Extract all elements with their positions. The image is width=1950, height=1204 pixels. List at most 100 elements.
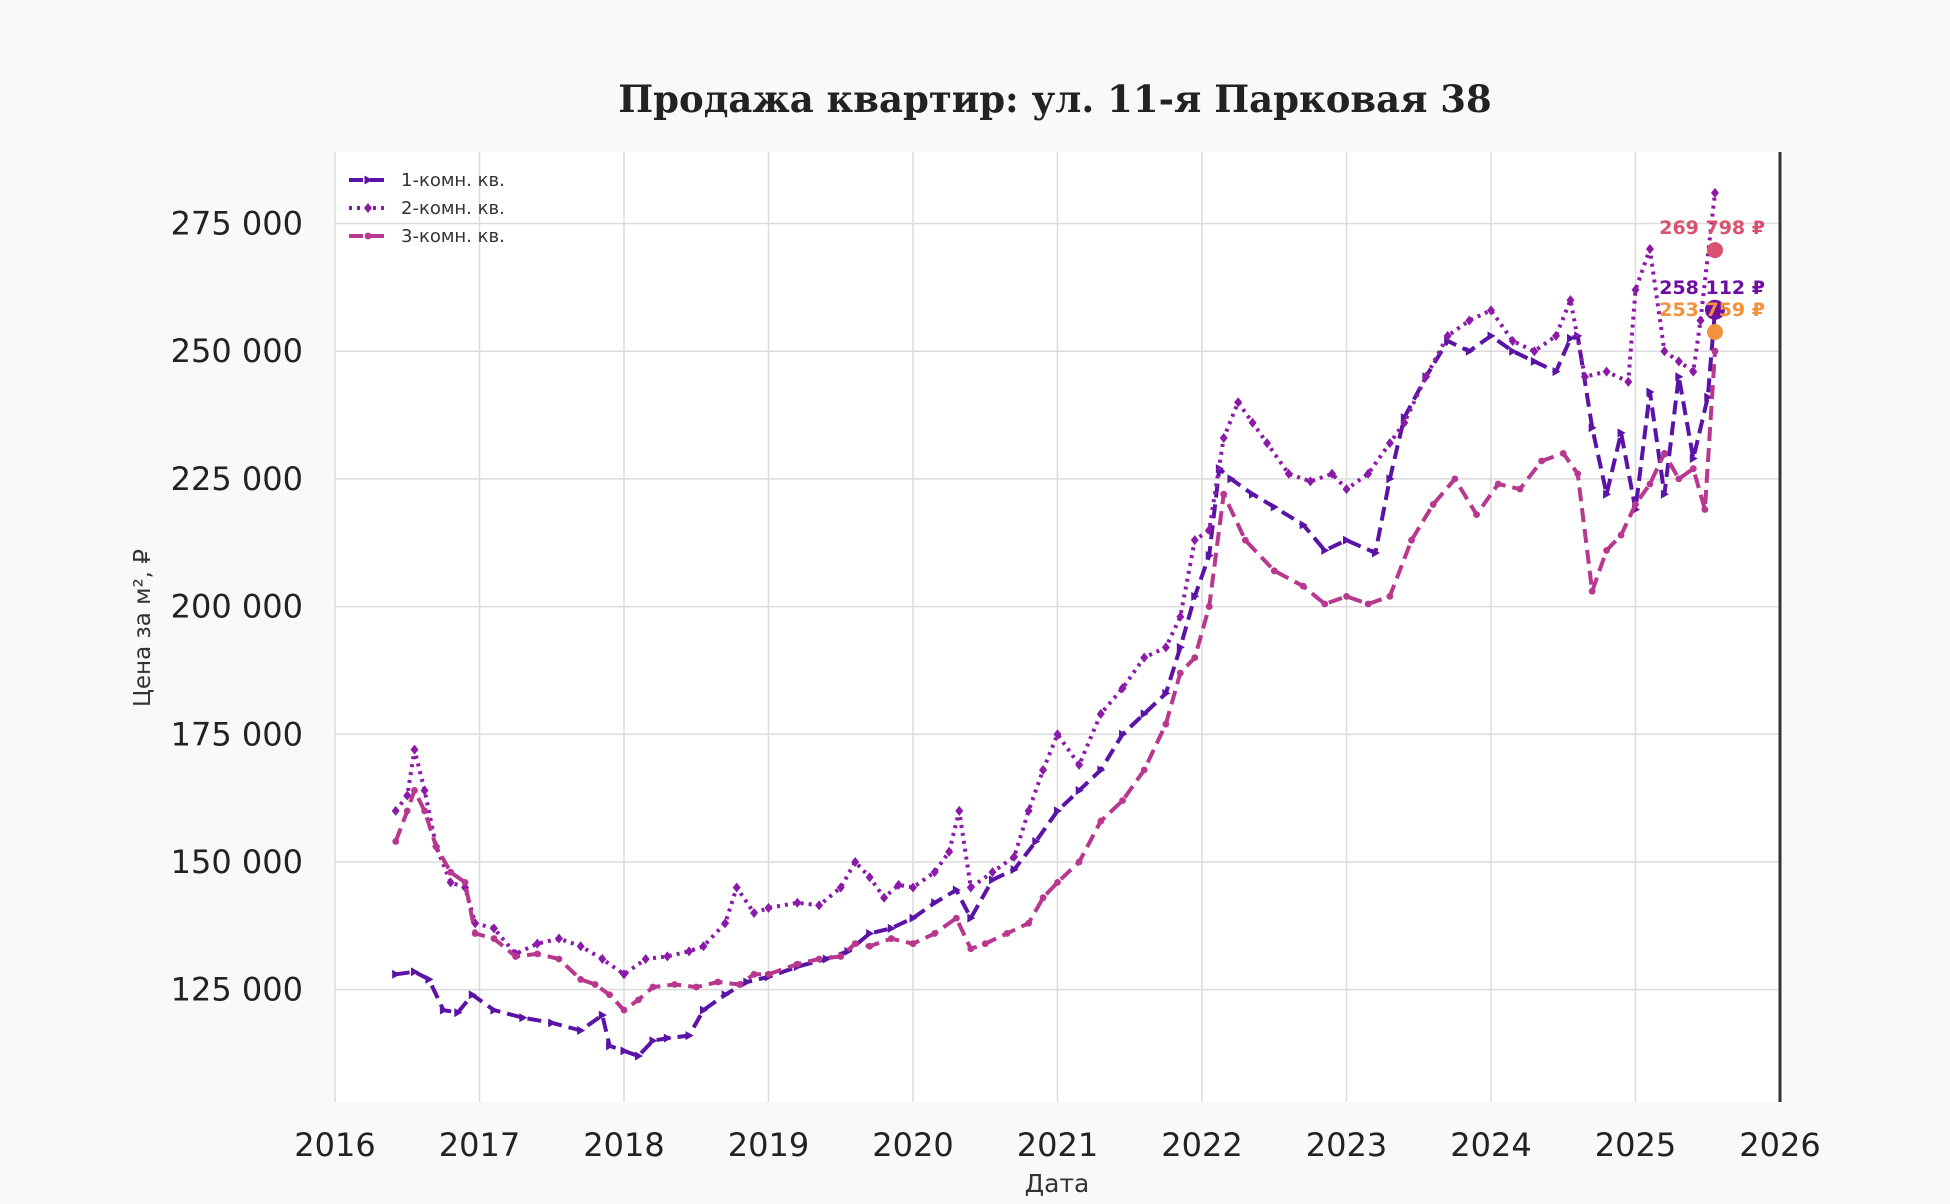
- data-point: [1284, 468, 1293, 479]
- y-tick-label: 125 000: [171, 971, 303, 1009]
- end-marker-label: 269 798 ₽: [1659, 217, 1765, 239]
- data-point: [815, 900, 824, 911]
- data-point: [1552, 330, 1561, 341]
- data-point: [1508, 335, 1517, 346]
- data-point: [1054, 878, 1061, 886]
- data-point: [721, 918, 730, 929]
- data-point: [533, 938, 542, 949]
- end-marker-dot: [1706, 242, 1723, 259]
- data-point: [1386, 592, 1394, 600]
- data-point: [468, 990, 477, 1000]
- data-point: [1530, 356, 1539, 366]
- series-1-group: [392, 305, 1720, 1061]
- data-point: [490, 935, 498, 942]
- data-point: [1559, 449, 1567, 457]
- data-point: [952, 885, 961, 895]
- data-point: [815, 955, 823, 963]
- data-point: [1270, 502, 1279, 512]
- y-tick-label: 150 000: [171, 843, 303, 881]
- data-point: [1661, 449, 1668, 457]
- x-tick-label: 2020: [872, 1126, 953, 1164]
- data-point: [1321, 600, 1329, 608]
- data-point: [1096, 708, 1105, 719]
- data-point: [1032, 837, 1041, 847]
- data-point: [794, 960, 801, 968]
- x-tick-label: 2018: [583, 1126, 664, 1164]
- data-point: [699, 1005, 708, 1015]
- data-point: [1451, 475, 1459, 483]
- data-point: [392, 838, 400, 845]
- data-point: [1645, 244, 1654, 255]
- data-point: [793, 897, 802, 908]
- data-point: [1538, 457, 1545, 465]
- data-point: [1010, 865, 1019, 875]
- data-point: [765, 970, 772, 978]
- data-point: [1234, 397, 1243, 408]
- data-point: [1617, 428, 1626, 438]
- data-point: [1306, 476, 1315, 487]
- end-marker-dot: [1704, 299, 1725, 320]
- data-point: [489, 923, 498, 934]
- data-point: [685, 1031, 694, 1041]
- data-point: [887, 923, 896, 933]
- data-point: [931, 898, 940, 908]
- data-point: [1631, 284, 1640, 295]
- data-point: [577, 976, 585, 983]
- data-point: [1176, 642, 1185, 652]
- data-point: [1097, 817, 1105, 825]
- data-point: [1191, 654, 1199, 662]
- data-point: [1263, 438, 1272, 449]
- data-point: [1487, 331, 1496, 341]
- data-point: [685, 946, 694, 957]
- data-point: [410, 967, 419, 977]
- data-point: [1624, 376, 1633, 387]
- data-point: [1075, 785, 1084, 795]
- data-point: [663, 951, 672, 962]
- legend-marker: [364, 203, 372, 213]
- data-point: [649, 1036, 658, 1046]
- data-point: [1588, 423, 1597, 433]
- data-point: [1530, 346, 1539, 357]
- x-tick-label: 2017: [439, 1126, 520, 1164]
- data-point: [606, 991, 613, 999]
- legend-label: 1-комн. кв.: [401, 170, 505, 191]
- data-point: [598, 953, 607, 964]
- data-point: [391, 805, 400, 816]
- data-point: [620, 969, 628, 980]
- data-point: [447, 868, 454, 876]
- data-point: [1580, 371, 1589, 382]
- data-point: [671, 981, 678, 988]
- data-point: [1039, 765, 1048, 776]
- data-point: [743, 977, 752, 987]
- data-point: [721, 990, 730, 1000]
- data-point: [1711, 347, 1719, 355]
- data-point: [1321, 545, 1330, 555]
- data-point: [981, 940, 989, 948]
- data-point: [1119, 797, 1126, 805]
- data-point: [548, 1018, 557, 1028]
- data-point: [591, 981, 599, 988]
- data-point: [1220, 490, 1228, 498]
- x-tick-label: 2023: [1306, 1126, 1387, 1164]
- legend-marker: [364, 175, 373, 185]
- data-point: [1161, 642, 1170, 653]
- data-point: [837, 953, 845, 960]
- data-point: [1270, 567, 1278, 575]
- data-point: [1249, 489, 1258, 499]
- data-point: [1364, 600, 1372, 608]
- data-point: [1689, 453, 1698, 463]
- data-point: [1003, 930, 1011, 937]
- data-point: [988, 867, 997, 878]
- data-point: [454, 1008, 463, 1018]
- data-point: [1675, 372, 1684, 382]
- data-point: [490, 1005, 499, 1015]
- data-point: [1227, 474, 1236, 484]
- legend-label: 3-комн. кв.: [401, 226, 505, 247]
- data-point: [425, 974, 434, 984]
- data-point: [1675, 475, 1683, 483]
- data-point: [1140, 766, 1148, 774]
- data-point: [410, 744, 419, 755]
- data-point: [909, 882, 917, 893]
- data-point: [1054, 806, 1062, 816]
- data-point: [865, 872, 874, 883]
